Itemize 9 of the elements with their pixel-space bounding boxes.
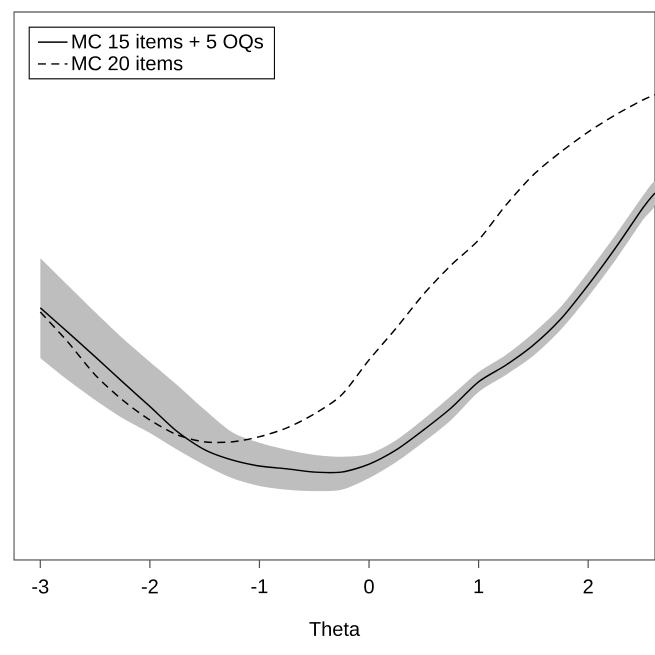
x-tick-label: 1 — [474, 579, 484, 594]
x-tick-label: 2 — [584, 579, 593, 594]
x-axis-title: Theta — [309, 621, 360, 636]
x-tick-label: -2 — [142, 579, 158, 594]
x-tick-label: -3 — [32, 579, 48, 594]
x-tick-label: -1 — [251, 579, 268, 594]
legend-label: MC 15 items + 5 OQs — [72, 34, 264, 52]
legend-label: MC 20 items — [72, 56, 182, 70]
x-tick-label: 0 — [364, 579, 374, 594]
